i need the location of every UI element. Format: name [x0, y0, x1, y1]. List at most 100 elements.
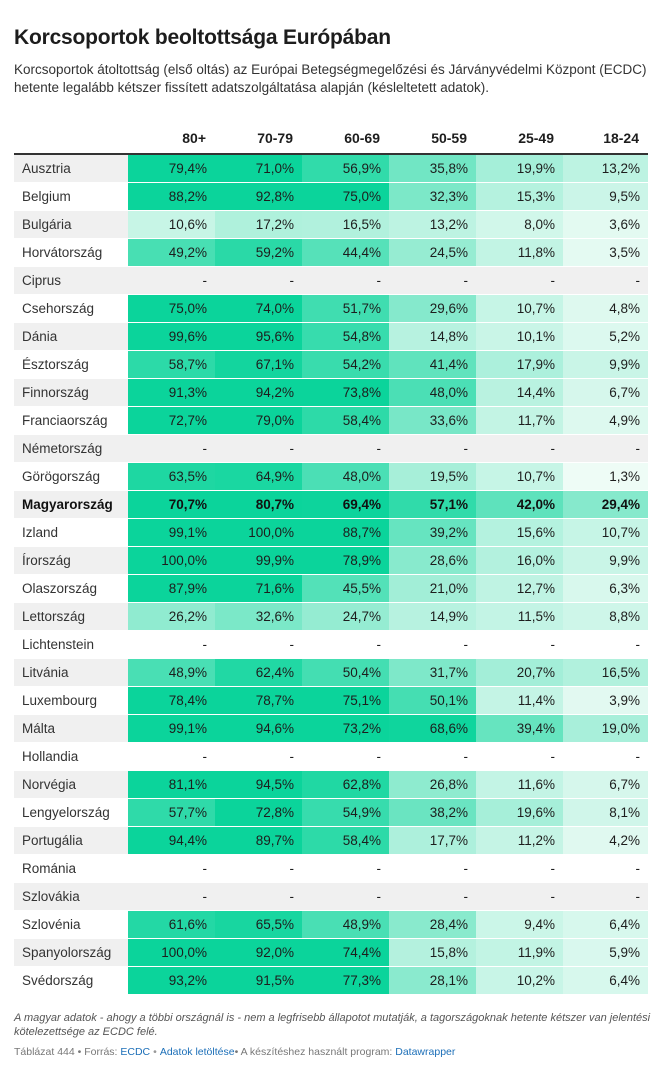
country-label: Románia — [14, 854, 128, 883]
value-cell: 38,2% — [389, 798, 476, 827]
value-cell: 10,6% — [128, 210, 215, 239]
value-cell: 4,9% — [563, 406, 648, 435]
value-cell: 51,7% — [302, 294, 389, 323]
value-cell: - — [302, 434, 389, 463]
value-cell: 79,4% — [128, 154, 215, 183]
header-col-3: 50-59 — [389, 122, 476, 155]
value-cell: 50,1% — [389, 686, 476, 715]
value-cell: - — [302, 266, 389, 295]
value-cell: 48,0% — [389, 378, 476, 407]
chart-title: Korcsoportok beoltottsága Európában — [14, 26, 391, 49]
value-cell: - — [563, 266, 648, 295]
value-cell: 50,4% — [302, 658, 389, 687]
value-cell: 10,2% — [476, 966, 563, 995]
value-cell: - — [563, 854, 648, 883]
value-cell: 77,3% — [302, 966, 389, 995]
country-label: Izland — [14, 518, 128, 547]
value-cell: 6,4% — [563, 910, 648, 939]
value-cell: 72,8% — [215, 798, 302, 827]
value-cell: 75,0% — [302, 182, 389, 211]
value-cell: - — [302, 854, 389, 883]
value-cell: - — [215, 854, 302, 883]
chart-subtitle: Korcsoportok átoltottság (első oltás) az… — [14, 62, 647, 95]
country-label: Finnország — [14, 378, 128, 407]
value-cell: 24,7% — [302, 602, 389, 631]
value-cell: 68,6% — [389, 714, 476, 743]
value-cell: - — [128, 882, 215, 911]
value-cell: 17,2% — [215, 210, 302, 239]
value-cell: 15,8% — [389, 938, 476, 967]
value-cell: 58,4% — [302, 826, 389, 855]
value-cell: 13,2% — [563, 154, 648, 183]
value-cell: 72,7% — [128, 406, 215, 435]
table-row: Románia - - - - - - — [14, 854, 648, 883]
value-cell: 99,6% — [128, 322, 215, 351]
source-link[interactable]: ECDC — [120, 1046, 151, 1058]
value-cell: 99,9% — [215, 546, 302, 575]
value-cell: - — [389, 630, 476, 659]
value-cell: 10,7% — [476, 462, 563, 491]
value-cell: 14,4% — [476, 378, 563, 407]
value-cell: 33,6% — [389, 406, 476, 435]
value-cell: 32,6% — [215, 602, 302, 631]
value-cell: 15,3% — [476, 182, 563, 211]
value-cell: - — [389, 742, 476, 771]
value-cell: 11,9% — [476, 938, 563, 967]
value-cell: - — [563, 630, 648, 659]
value-cell: - — [215, 630, 302, 659]
datawrapper-link[interactable]: Datawrapper — [395, 1046, 456, 1058]
header-col-5: 18-24 — [563, 122, 648, 155]
chart-footer: Táblázat 444 • Forrás: ECDC • Adatok letöl… — [14, 1046, 455, 1058]
value-cell: - — [389, 882, 476, 911]
value-cell: 19,6% — [476, 798, 563, 827]
value-cell: 10,7% — [563, 518, 648, 547]
value-cell: 8,1% — [563, 798, 648, 827]
value-cell: 9,9% — [563, 546, 648, 575]
value-cell: 80,7% — [215, 490, 302, 519]
table-row: Észtország 58,7% 67,1% 54,2% 41,4% 17,9% 9,9% — [14, 350, 648, 379]
table-row: Szlovákia - - - - - - — [14, 882, 648, 911]
value-cell: 48,9% — [128, 658, 215, 687]
country-label: Németország — [14, 434, 128, 463]
value-cell: 3,9% — [563, 686, 648, 715]
value-cell: 3,6% — [563, 210, 648, 239]
value-cell: 48,0% — [302, 462, 389, 491]
value-cell: 14,9% — [389, 602, 476, 631]
value-cell: 44,4% — [302, 238, 389, 267]
value-cell: 69,4% — [302, 490, 389, 519]
value-cell: 21,0% — [389, 574, 476, 603]
value-cell: 91,3% — [128, 378, 215, 407]
value-cell: 9,4% — [476, 910, 563, 939]
value-cell: 94,2% — [215, 378, 302, 407]
table-row: Litvánia 48,9% 62,4% 50,4% 31,7% 20,7% 16,5% — [14, 658, 648, 687]
value-cell: 94,4% — [128, 826, 215, 855]
table-row: Svédország 93,2% 91,5% 77,3% 28,1% 10,2% 6,4% — [14, 966, 648, 995]
table-row: Belgium 88,2% 92,8% 75,0% 32,3% 15,3% 9,5% — [14, 182, 648, 211]
value-cell: - — [563, 434, 648, 463]
value-cell: 100,0% — [128, 546, 215, 575]
value-cell: 87,9% — [128, 574, 215, 603]
value-cell: - — [215, 434, 302, 463]
table-row: Portugália 94,4% 89,7% 58,4% 17,7% 11,2% 4,2% — [14, 826, 648, 855]
value-cell: 81,1% — [128, 770, 215, 799]
value-cell: 35,8% — [389, 154, 476, 183]
header-col-2: 60-69 — [302, 122, 389, 155]
download-data-link[interactable]: Adatok letöltése — [159, 1046, 235, 1058]
value-cell: 20,7% — [476, 658, 563, 687]
value-cell: 6,7% — [563, 378, 648, 407]
value-cell: 99,1% — [128, 714, 215, 743]
value-cell: 94,6% — [215, 714, 302, 743]
table-row: Luxembourg 78,4% 78,7% 75,1% 50,1% 11,4% 3,9% — [14, 686, 648, 715]
value-cell: 59,2% — [215, 238, 302, 267]
value-cell: 58,4% — [302, 406, 389, 435]
header-row: 80+ 70-79 60-69 50-59 25-49 18-24 — [14, 122, 648, 155]
value-cell: 9,5% — [563, 182, 648, 211]
footer-tool-prefix: • A készítéshez használt program: — [234, 1046, 396, 1058]
country-label: Lichtenstein — [14, 630, 128, 659]
value-cell: 16,0% — [476, 546, 563, 575]
value-cell: 54,2% — [302, 350, 389, 379]
value-cell: - — [476, 434, 563, 463]
value-cell: - — [302, 882, 389, 911]
value-cell: 62,4% — [215, 658, 302, 687]
value-cell: 70,7% — [128, 490, 215, 519]
